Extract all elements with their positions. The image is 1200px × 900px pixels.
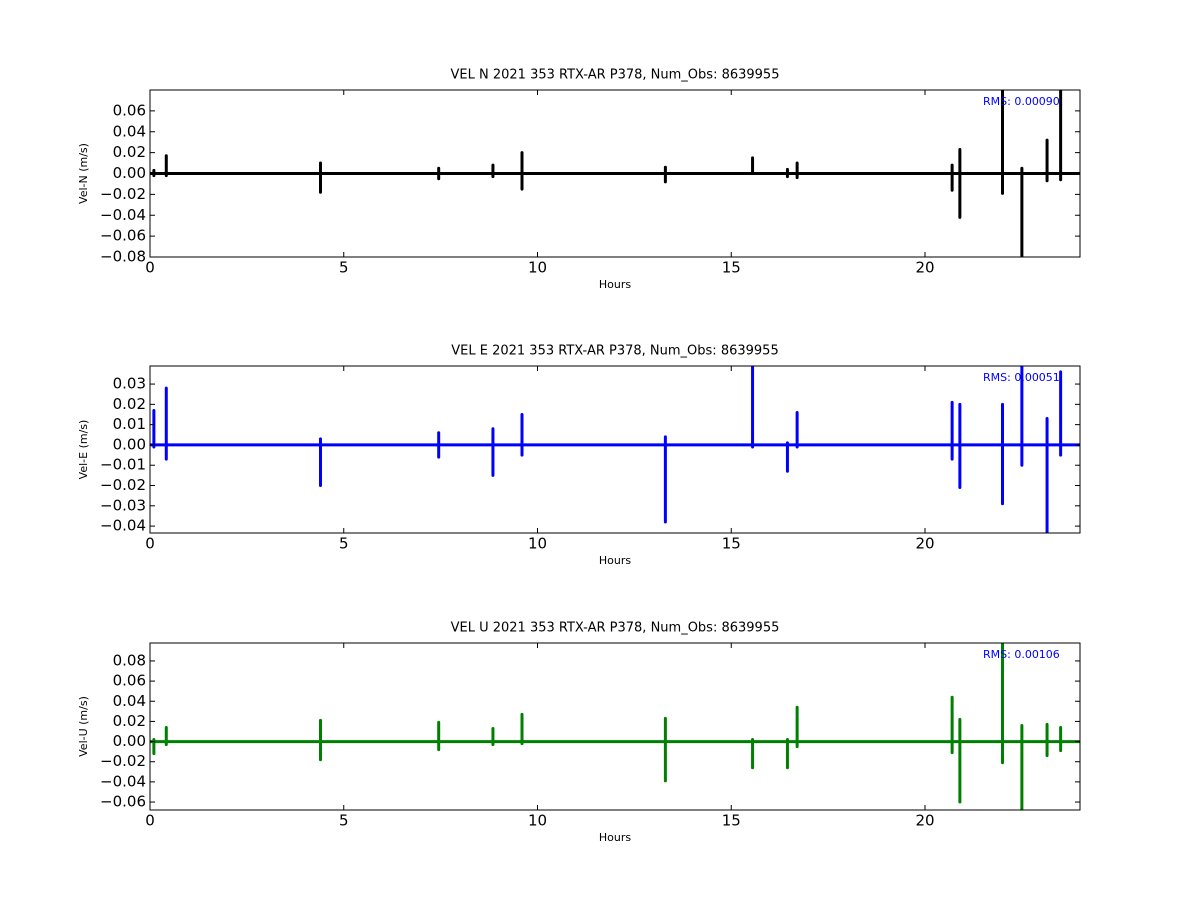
- y-tick-label: −0.06: [100, 793, 146, 811]
- rms-annotation: RMS: 0.00090: [983, 95, 1060, 108]
- y-axis-label: Vel-E (m/s): [77, 420, 90, 480]
- x-tick-label: 10: [528, 812, 547, 830]
- y-tick-label: 0.06: [113, 672, 146, 690]
- y-tick-label: 0.02: [113, 395, 146, 413]
- y-tick-label: 0.08: [113, 651, 146, 669]
- y-tick-label: −0.02: [100, 752, 146, 770]
- data-line: [150, 366, 1080, 533]
- x-axis-label: Hours: [599, 278, 631, 291]
- rms-annotation: RMS: 0.00051: [983, 371, 1060, 384]
- x-tick-label: 20: [915, 535, 934, 553]
- y-axis-label: Vel-U (m/s): [77, 696, 90, 757]
- plot-area: [150, 643, 1080, 810]
- x-tick-label: 20: [915, 812, 934, 830]
- y-tick-label: −0.04: [100, 517, 146, 535]
- y-tick-label: −0.01: [100, 456, 146, 474]
- y-tick-label: 0.06: [113, 101, 146, 119]
- x-tick-label: 5: [339, 535, 349, 553]
- axes-frame: [149, 365, 1081, 534]
- rms-annotation: RMS: 0.00106: [983, 648, 1060, 661]
- y-tick-label: 0.00: [113, 732, 146, 750]
- axes-frame: [149, 642, 1081, 811]
- x-tick-label: 15: [722, 259, 741, 277]
- x-tick-label: 0: [145, 535, 155, 553]
- data-line: [150, 90, 1080, 257]
- y-tick-label: −0.08: [100, 248, 146, 266]
- y-tick-label: −0.02: [100, 185, 146, 203]
- x-tick-label: 10: [528, 259, 547, 277]
- plot-area: [150, 366, 1080, 533]
- x-tick-label: 10: [528, 535, 547, 553]
- x-tick-label: 5: [339, 259, 349, 277]
- y-tick-label: −0.04: [100, 772, 146, 790]
- y-tick-label: −0.06: [100, 227, 146, 245]
- y-tick-label: −0.04: [100, 206, 146, 224]
- x-axis-label: Hours: [599, 554, 631, 567]
- plot-area: [150, 90, 1080, 257]
- y-tick-label: 0.03: [113, 375, 146, 393]
- data-line: [150, 643, 1080, 810]
- x-tick-label: 15: [722, 812, 741, 830]
- chart-title: VEL U 2021 353 RTX-AR P378, Num_Obs: 863…: [451, 621, 780, 636]
- x-tick-label: 5: [339, 812, 349, 830]
- y-axis-label: Vel-N (m/s): [77, 143, 90, 204]
- x-tick-label: 15: [722, 535, 741, 553]
- y-tick-label: 0.00: [113, 435, 146, 453]
- x-axis-label: Hours: [599, 831, 631, 844]
- x-tick-label: 0: [145, 812, 155, 830]
- y-tick-label: −0.03: [100, 496, 146, 514]
- y-tick-label: 0.02: [113, 712, 146, 730]
- y-tick-label: 0.04: [113, 692, 146, 710]
- y-tick-label: 0.04: [113, 122, 146, 140]
- y-tick-label: 0.02: [113, 143, 146, 161]
- chart-title: VEL N 2021 353 RTX-AR P378, Num_Obs: 863…: [451, 68, 780, 83]
- y-tick-label: 0.01: [113, 415, 146, 433]
- y-tick-label: 0.00: [113, 164, 146, 182]
- x-tick-label: 0: [145, 259, 155, 277]
- x-tick-label: 20: [915, 259, 934, 277]
- y-tick-label: −0.02: [100, 476, 146, 494]
- chart-title: VEL E 2021 353 RTX-AR P378, Num_Obs: 863…: [451, 344, 778, 359]
